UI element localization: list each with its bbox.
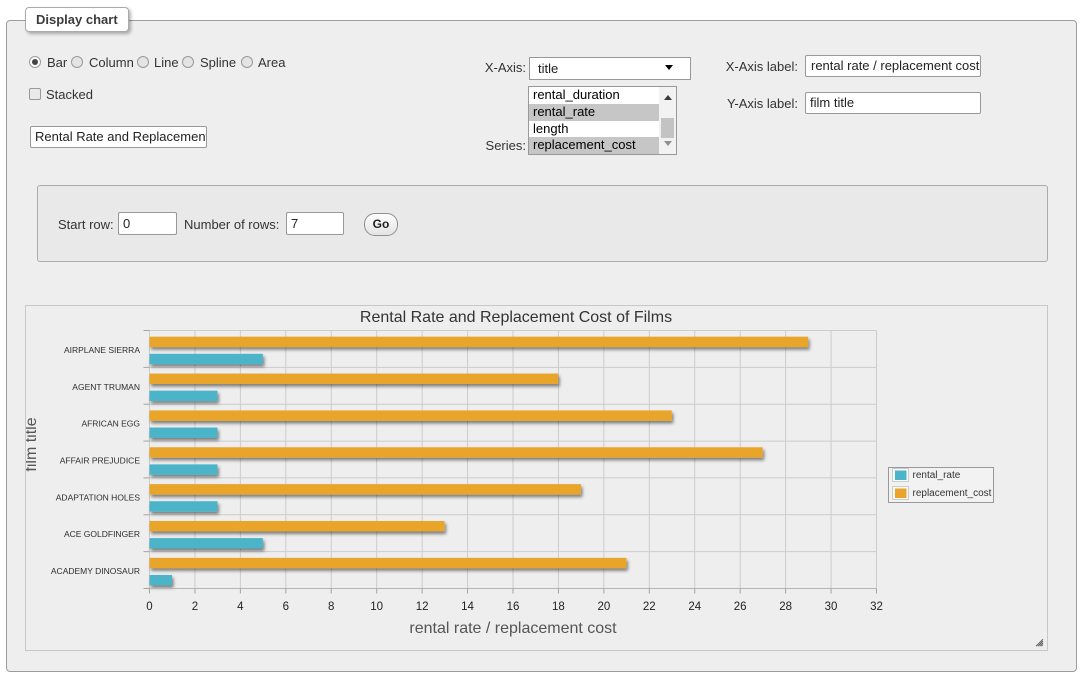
svg-text:20: 20	[597, 601, 610, 613]
svg-text:Rental Rate and Replacement Co: Rental Rate and Replacement Cost of Film…	[360, 309, 672, 326]
svg-text:2: 2	[192, 601, 198, 613]
svg-text:18: 18	[552, 601, 565, 613]
svg-text:AIRPLANE SIERRA: AIRPLANE SIERRA	[64, 345, 140, 355]
svg-text:12: 12	[416, 601, 429, 613]
svg-text:14: 14	[461, 601, 474, 613]
svg-text:AGENT TRUMAN: AGENT TRUMAN	[72, 382, 140, 392]
svg-text:0: 0	[146, 601, 152, 613]
svg-text:10: 10	[370, 601, 383, 613]
svg-text:30: 30	[825, 601, 838, 613]
svg-text:26: 26	[734, 601, 747, 613]
svg-text:24: 24	[688, 601, 701, 613]
svg-text:AFRICAN EGG: AFRICAN EGG	[81, 419, 140, 429]
svg-text:16: 16	[507, 601, 520, 613]
svg-text:replacement_cost: replacement_cost	[913, 488, 992, 499]
svg-text:rental rate / replacement cost: rental rate / replacement cost	[409, 620, 617, 637]
svg-text:ADAPTATION HOLES: ADAPTATION HOLES	[56, 492, 141, 502]
svg-text:4: 4	[237, 601, 244, 613]
svg-text:ACADEMY DINOSAUR: ACADEMY DINOSAUR	[51, 566, 140, 576]
svg-text:AFFAIR PREJUDICE: AFFAIR PREJUDICE	[60, 456, 141, 466]
svg-text:ACE GOLDFINGER: ACE GOLDFINGER	[64, 529, 140, 539]
svg-text:22: 22	[643, 601, 656, 613]
svg-text:6: 6	[283, 601, 289, 613]
svg-text:rental_rate: rental_rate	[913, 470, 961, 481]
svg-text:32: 32	[870, 601, 883, 613]
svg-text:film title: film title	[26, 417, 40, 471]
svg-text:28: 28	[779, 601, 792, 613]
svg-text:8: 8	[328, 601, 334, 613]
